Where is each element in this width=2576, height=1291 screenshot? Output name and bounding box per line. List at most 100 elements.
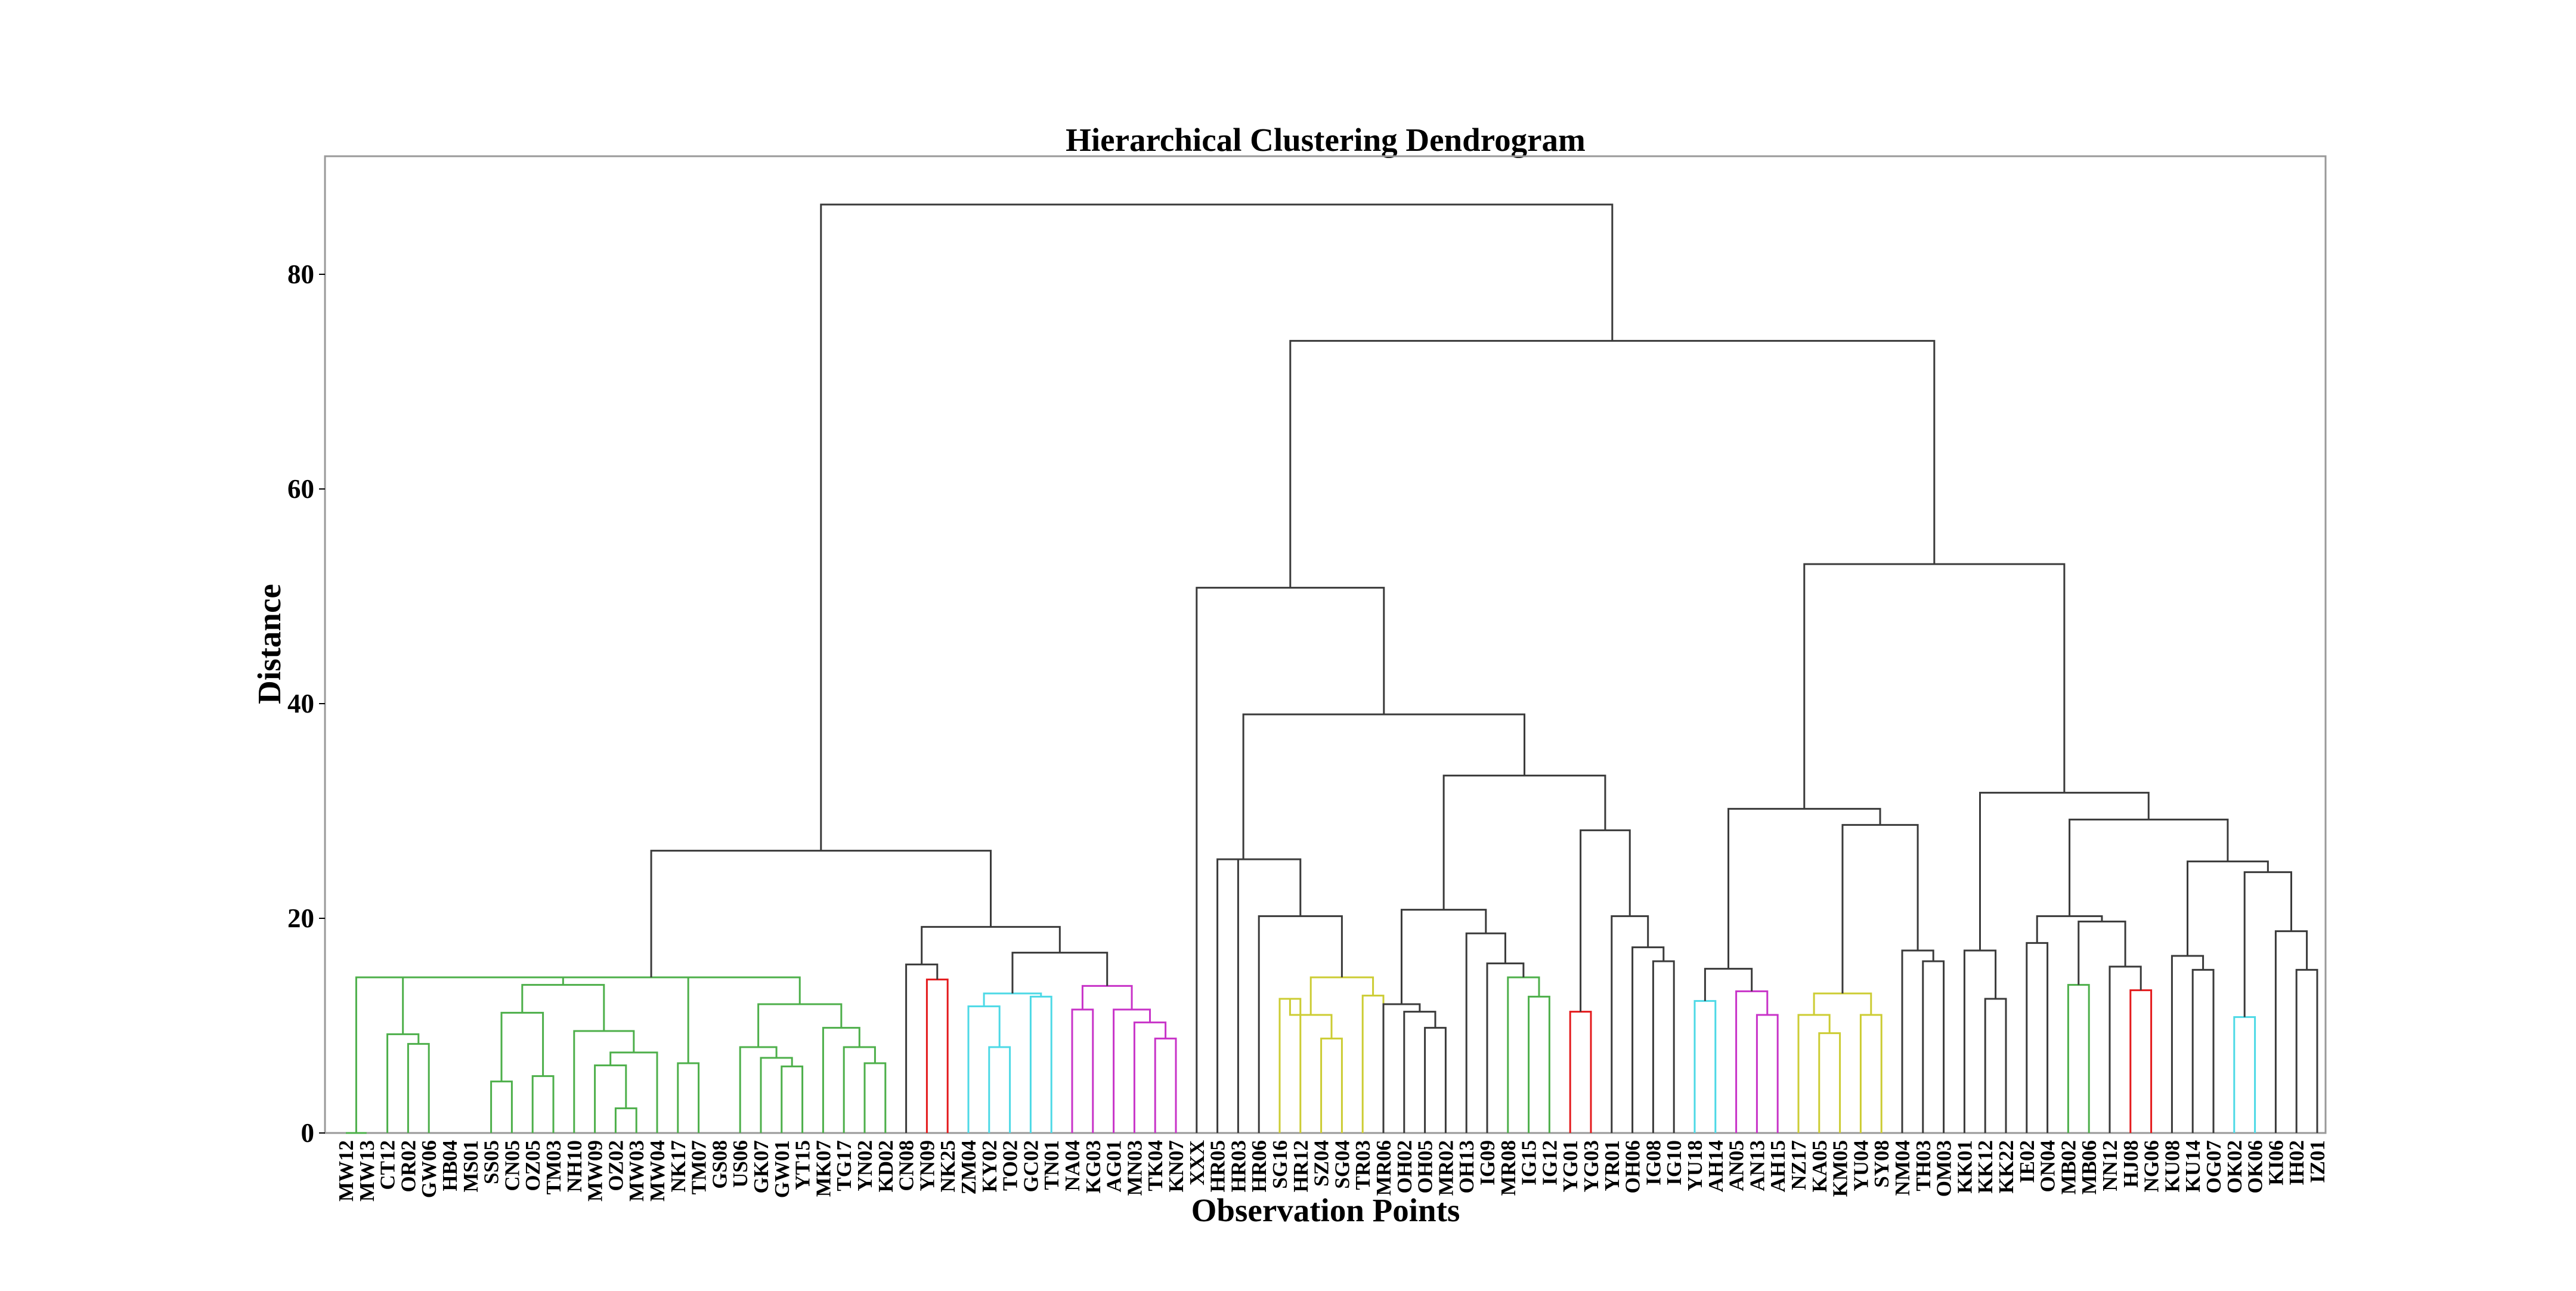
dendrogram-link: [1580, 829, 1631, 1012]
dendrogram-link: [407, 1043, 430, 1133]
leaf-label: MK07: [812, 1140, 835, 1197]
dendrogram-link: [573, 1030, 635, 1133]
leaf-label: IG09: [1476, 1140, 1499, 1185]
dendrogram-link: [2243, 871, 2292, 1017]
leaf-label: AH14: [1704, 1140, 1727, 1193]
dendrogram-link: [1735, 990, 1769, 1133]
leaf-label: TO02: [999, 1140, 1022, 1191]
leaf-label: TH03: [1912, 1140, 1935, 1191]
dendrogram-link: [531, 1075, 555, 1133]
leaf-label: MB06: [2077, 1140, 2101, 1194]
y-tick-label: 80: [287, 259, 314, 289]
y-tick-label: 40: [287, 689, 314, 719]
y-tick-label: 20: [287, 903, 314, 933]
dendrogram-link: [2187, 860, 2269, 956]
dendrogram-link: [2191, 968, 2215, 1133]
leaf-label: AN13: [1745, 1140, 1769, 1191]
leaf-label: MW12: [335, 1140, 358, 1202]
dendrogram-link: [1984, 998, 2007, 1133]
dendrogram-link: [1859, 1014, 1883, 1133]
leaf-label: MR08: [1497, 1140, 1520, 1196]
dendrogram-links: [346, 203, 2318, 1134]
dendrogram-link: [1631, 946, 1665, 1133]
leaf-label: IG15: [1518, 1140, 1541, 1185]
leaf-label: OZ05: [521, 1140, 544, 1191]
leaf-label: YU18: [1683, 1140, 1707, 1191]
dendrogram-link: [1507, 976, 1540, 1133]
dendrogram-link: [677, 1062, 700, 1133]
dendrogram-link: [1841, 823, 1919, 993]
leaf-label: NG06: [2140, 1140, 2163, 1193]
dendrogram-link: [650, 850, 992, 977]
dendrogram-link: [1611, 915, 1649, 1133]
y-tick-label: 60: [287, 474, 314, 504]
dendrogram-link: [1486, 962, 1525, 1133]
dendrogram-link: [925, 979, 949, 1133]
dendrogram-link: [1652, 960, 1675, 1133]
dendrogram-link: [1403, 1011, 1436, 1133]
leaf-label: TK04: [1144, 1140, 1167, 1191]
leaf-label: OK06: [2244, 1140, 2267, 1193]
leaf-label: KK01: [1953, 1140, 1976, 1193]
y-axis-label: Distance: [251, 584, 287, 704]
dendrogram-link: [1071, 1008, 1094, 1133]
leaf-label: KD02: [874, 1140, 897, 1193]
leaf-label: CT12: [376, 1140, 400, 1190]
dendrogram-link: [921, 925, 1061, 965]
dendrogram-link: [1813, 992, 1872, 1015]
dendrogram-link: [614, 1107, 637, 1133]
dendrogram-link: [2036, 915, 2103, 943]
leaf-label: NK17: [667, 1140, 690, 1193]
leaf-label: KM05: [1829, 1140, 1852, 1197]
dendrogram-link: [2171, 955, 2205, 1133]
dendrogram-link: [1361, 995, 1385, 1133]
leaf-label: KG03: [1082, 1140, 1105, 1193]
leaf-label: IE02: [2015, 1140, 2039, 1183]
leaf-label: GC02: [1019, 1140, 1042, 1193]
leaf-label: TM07: [688, 1140, 711, 1194]
leaf-label: CN05: [500, 1140, 524, 1191]
leaf-label: GK07: [750, 1140, 773, 1193]
leaf-label: OZ02: [604, 1140, 627, 1191]
dendrogram-link: [2295, 968, 2318, 1133]
leaf-label: MN03: [1123, 1140, 1146, 1196]
leaf-label: AN05: [1725, 1140, 1748, 1191]
dendrogram-link: [905, 963, 939, 1133]
leaf-label: AG01: [1103, 1140, 1126, 1193]
leaf-label: KU14: [2181, 1140, 2205, 1193]
leaf-label: GW01: [770, 1140, 794, 1198]
leaf-label: KI06: [2264, 1140, 2287, 1185]
leaf-label: OG07: [2202, 1140, 2225, 1193]
leaf-label: YN09: [915, 1140, 939, 1191]
leaf-label: IG12: [1538, 1140, 1561, 1185]
dendrogram-link: [1154, 1038, 1177, 1133]
leaf-label: MW13: [355, 1140, 379, 1202]
dendrogram-link: [521, 984, 605, 1031]
dendrogram-link: [1278, 998, 1302, 1133]
dendrogram-link: [1113, 1008, 1151, 1133]
leaf-label: MB02: [2057, 1140, 2080, 1194]
dendrogram-link: [2069, 818, 2229, 917]
leaf-label: MR02: [1434, 1140, 1457, 1196]
dendrogram-link: [822, 1027, 860, 1133]
dendrogram-link: [1242, 713, 1526, 859]
leaf-label: GW06: [417, 1140, 441, 1198]
dendrogram-link: [988, 1046, 1011, 1133]
dendrogram-link: [2129, 989, 2153, 1133]
dendrogram-link: [490, 1081, 513, 1133]
dendrogram-link: [820, 203, 1614, 851]
leaf-label: XXX: [1185, 1140, 1209, 1185]
dendrogram-link: [2109, 965, 2142, 1133]
leaf-label: TM03: [542, 1140, 565, 1194]
leaf-label: KU08: [2160, 1140, 2184, 1193]
leaf-label: NZ17: [1787, 1140, 1810, 1190]
dendrogram-link: [1237, 858, 1302, 1133]
leaf-label: OH06: [1621, 1140, 1645, 1193]
leaf-label: IZ01: [2306, 1140, 2329, 1183]
leaf-label: TR03: [1351, 1140, 1374, 1190]
leaf-label: MW04: [646, 1140, 669, 1202]
leaf-label: NA04: [1061, 1140, 1084, 1191]
leaf-label: NH10: [563, 1140, 586, 1193]
dendrogram-link: [2067, 984, 2090, 1133]
dendrogram-link: [2233, 1016, 2256, 1133]
